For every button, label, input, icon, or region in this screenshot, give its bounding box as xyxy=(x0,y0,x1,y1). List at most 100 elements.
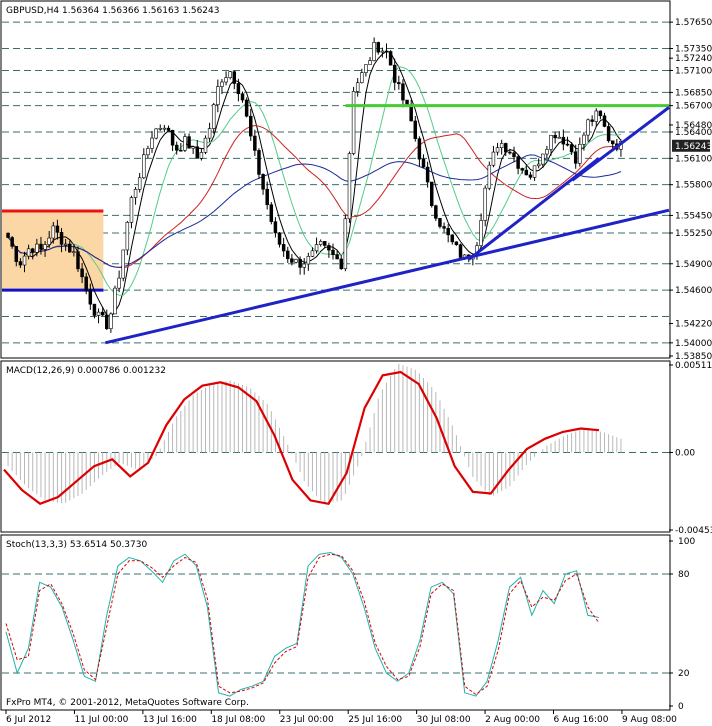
candle-body xyxy=(51,225,56,239)
price-tick-label: 1.54900 xyxy=(675,260,712,270)
candle-body xyxy=(434,205,438,219)
candle-body xyxy=(310,250,315,257)
candle-body xyxy=(483,187,487,221)
time-tick-label: 9 Aug 08:00 xyxy=(622,715,677,725)
time-tick-label: 6 Aug 16:00 xyxy=(554,715,609,725)
candle-body xyxy=(154,128,158,139)
candle-body xyxy=(590,119,594,122)
main-panel-frame xyxy=(0,0,671,359)
price-tick-label: 1.55250 xyxy=(675,229,712,239)
price-tick-label: 1.54600 xyxy=(675,286,712,296)
candle-body xyxy=(105,314,109,329)
time-tick-label: 18 Jul 08:00 xyxy=(211,715,265,725)
candle-body xyxy=(211,104,216,129)
candle-body xyxy=(179,149,183,152)
candle-body xyxy=(504,143,508,153)
candle-body xyxy=(499,143,504,149)
candle-body xyxy=(429,181,434,206)
candle-body xyxy=(290,258,294,263)
candle-body xyxy=(113,287,117,315)
candle-body xyxy=(6,232,10,238)
candle-body xyxy=(30,248,35,253)
candle-body xyxy=(39,243,43,250)
stoch-signal-line xyxy=(5,553,600,696)
stoch-grid xyxy=(2,573,669,674)
candle-body xyxy=(413,120,418,139)
candle-body xyxy=(236,83,241,95)
candle-body xyxy=(520,168,524,171)
candle-body xyxy=(339,258,343,270)
main-title: GBPUSD,H4 1.56364 1.56366 1.56163 1.5624… xyxy=(6,6,219,16)
candle-body xyxy=(582,134,586,145)
candle-body xyxy=(72,251,76,253)
candle-body xyxy=(220,81,224,87)
candle-body xyxy=(59,232,64,245)
candle-body xyxy=(318,241,323,245)
ma-green-line xyxy=(7,66,622,296)
candle-body xyxy=(35,243,39,253)
candle-body xyxy=(170,129,175,146)
candle-body xyxy=(327,245,331,251)
candle-body xyxy=(269,204,274,222)
stoch-tick-label: 100 xyxy=(678,537,695,547)
candle-body xyxy=(100,311,105,316)
macd-tick-label: -0.00453 xyxy=(675,526,712,536)
macd-title: MACD(12,26,9) 0.000786 0.001232 xyxy=(6,366,166,376)
candle-body xyxy=(606,126,611,142)
candle-body xyxy=(536,163,541,167)
candlesticks xyxy=(6,37,623,333)
candle-body xyxy=(257,150,261,175)
candle-body xyxy=(216,86,220,106)
stoch-axis: 100 80 20 0 xyxy=(669,537,695,712)
candle-body xyxy=(286,250,290,260)
candle-body xyxy=(405,99,409,105)
time-tick-label: 2 Aug 00:00 xyxy=(485,715,540,725)
candle-body xyxy=(125,222,130,251)
candle-body xyxy=(166,127,171,131)
candle-body xyxy=(281,244,286,252)
stoch-main-line xyxy=(5,551,600,697)
candle-body xyxy=(454,241,459,246)
macd-axis: 0.00511 0.00 -0.00453 xyxy=(669,361,712,536)
candle-body xyxy=(388,51,393,66)
candle-body xyxy=(380,50,385,53)
price-tick-label: 1.55450 xyxy=(675,211,712,221)
macd-panel-frame xyxy=(0,360,671,533)
macd-signal-line xyxy=(3,370,600,506)
candle-body xyxy=(253,135,257,151)
price-tick-label: 1.57100 xyxy=(675,66,712,76)
candle-body xyxy=(392,64,397,83)
candle-body xyxy=(421,158,426,168)
price-tick-label: 1.56480 xyxy=(675,121,712,131)
candle-body xyxy=(569,144,574,153)
candle-body xyxy=(47,237,51,245)
candle-body xyxy=(203,137,208,153)
price-tick-label: 1.55800 xyxy=(675,181,712,191)
stoch-panel-frame xyxy=(0,534,671,711)
candle-body xyxy=(561,136,566,145)
candle-body xyxy=(109,313,113,329)
candle-body xyxy=(355,82,360,92)
candle-body xyxy=(594,110,599,122)
price-tick-label: 1.56700 xyxy=(675,102,712,112)
candle-body xyxy=(228,71,232,78)
stoch-tick-label: 80 xyxy=(678,570,690,580)
candle-body xyxy=(84,276,88,291)
time-tick-label: 11 Jul 00:00 xyxy=(74,715,128,725)
candle-body xyxy=(240,93,245,101)
candle-body xyxy=(129,197,134,223)
macd-signal xyxy=(3,370,600,506)
candle-body xyxy=(458,244,463,258)
candle-body xyxy=(55,225,60,233)
candle-body xyxy=(273,221,278,234)
candle-body xyxy=(446,228,450,236)
candle-body xyxy=(277,232,282,245)
candle-body xyxy=(158,127,162,130)
price-tick-label: 1.57350 xyxy=(675,45,712,55)
trendline xyxy=(105,208,670,345)
candle-body xyxy=(63,243,68,246)
candle-body xyxy=(187,136,191,149)
trendline-extension xyxy=(571,106,670,182)
candle-body xyxy=(397,82,401,85)
